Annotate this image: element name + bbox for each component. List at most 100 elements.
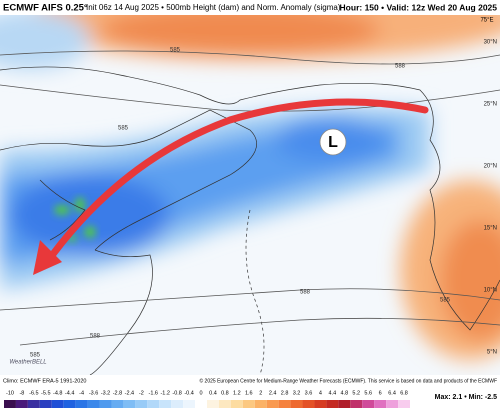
arrow-head	[33, 240, 62, 275]
colorbar-swatch	[75, 400, 88, 408]
colorbar-swatch	[302, 400, 315, 408]
colorbar-swatch	[374, 400, 387, 408]
colorbar-label: 0	[199, 390, 202, 396]
contour-label: 588	[395, 64, 406, 70]
colorbar-swatch	[147, 400, 160, 408]
colorbar-swatch	[242, 400, 255, 408]
colorbar-swatch	[386, 400, 399, 408]
colorbar-swatch	[51, 400, 64, 408]
colorbar-swatch	[362, 400, 375, 408]
colorbar-label: -4.8	[53, 390, 62, 396]
colorbar-swatch	[207, 400, 219, 408]
colorbar-swatch	[99, 400, 112, 408]
colorbar-label: -0.4	[184, 390, 193, 396]
low-marker	[319, 128, 347, 156]
colorbar-swatch	[254, 400, 267, 408]
anomaly-field	[0, 15, 500, 360]
colorbar-label: -6.5	[29, 390, 38, 396]
colorbar-label: 1.6	[245, 390, 253, 396]
colorbar-label: -1.2	[160, 390, 169, 396]
lat-label: 10°N	[484, 288, 497, 294]
copyright: © 2025 European Centre for Medium-Range …	[199, 377, 497, 384]
colorbar-swatch	[278, 400, 291, 408]
colorbar-label: 4.4	[329, 390, 337, 396]
watermark: WeatherBELL	[9, 360, 46, 366]
colorbar-label: 2.4	[269, 390, 277, 396]
colorbar-swatch	[266, 400, 279, 408]
colorbar-swatch	[218, 400, 231, 408]
contour-label: 588	[90, 334, 101, 340]
colorbar-label: -0.8	[172, 390, 181, 396]
colorbar-swatch	[290, 400, 303, 408]
colorbar-label: -2.8	[113, 390, 122, 396]
lat-labels: 30°N 25°N 20°N 15°N 10°N 5°N	[484, 40, 497, 356]
colorbar-label: -1.6	[149, 390, 158, 396]
colorbar: -10 -8 -6.5 -5.5 -4.8 -4.4 -4 -3.6 -3.2 -2.8 -2.4-…	[4, 390, 410, 408]
low-label: L	[328, 134, 338, 151]
lon-label: 75°E	[480, 18, 493, 24]
colorbar-swatch	[183, 400, 196, 408]
contour-label: 585	[30, 353, 41, 359]
colorbar-swatch	[135, 400, 148, 408]
contour-label: 585	[118, 126, 129, 132]
colorbar-label: 0.8	[221, 390, 229, 396]
colorbar-label: -3.2	[101, 390, 110, 396]
colorbar-swatch	[398, 400, 410, 408]
colorbar-label: 3.6	[305, 390, 313, 396]
valid-time: Hour: 150 • Valid: 12z Wed 20 Aug 2025	[340, 2, 498, 12]
colorbar-label: 2.8	[281, 390, 289, 396]
colorbar-label: 0.4	[209, 390, 217, 396]
colorbar-label: -3.6	[89, 390, 98, 396]
colorbar-label: 6.8	[400, 390, 408, 396]
title: ECMWF AIFS 0.25°	[3, 3, 88, 14]
colorbar-label: -8	[19, 390, 24, 396]
contour-label: 585	[440, 298, 451, 304]
climo-note: Climo: ECMWF ERA-5 1991-2020	[3, 378, 86, 384]
colorbar-label: 5.6	[364, 390, 372, 396]
map: 585 588 585 588 585 588 585 L 75°E 30°N 2…	[0, 15, 500, 375]
colorbar-label: 4.8	[340, 390, 348, 396]
colorbar-label: 6	[379, 390, 382, 396]
motion-arrow	[41, 98, 429, 269]
colorbar-swatch	[230, 400, 243, 408]
contour-label: 585	[170, 48, 181, 54]
colorbar-label: -10	[6, 390, 14, 396]
colorbar-swatch	[15, 400, 28, 408]
colorbar-swatch	[195, 400, 207, 408]
max-min: Max: 2.1 • Min: -2.5	[435, 394, 497, 401]
colorbar-swatch	[350, 400, 363, 408]
colorbar-swatch	[171, 400, 184, 408]
colorbar-swatch	[87, 400, 100, 408]
contour-label: 588	[300, 290, 311, 296]
colorbar-label: 4	[319, 390, 322, 396]
colorbar-label: 5.2	[352, 390, 360, 396]
colorbar-swatch	[123, 400, 136, 408]
subtitle: Init 06z 14 Aug 2025 • 500mb Height (dam…	[86, 3, 341, 12]
colorbar-swatch	[338, 400, 351, 408]
colorbar-label: 6.4	[388, 390, 396, 396]
colorbar-label: -4.4	[65, 390, 74, 396]
colorbar-label: 1.2	[233, 390, 241, 396]
colorbar-swatch	[314, 400, 327, 408]
colorbar-swatch	[326, 400, 339, 408]
colorbar-swatch	[63, 400, 76, 408]
lat-label: 20°N	[484, 164, 497, 170]
lat-label: 15°N	[484, 226, 497, 232]
colorbar-label: -2	[139, 390, 144, 396]
height-contours	[0, 50, 500, 346]
colorbar-swatch	[27, 400, 40, 408]
colorbar-swatch	[159, 400, 172, 408]
colorbar-label: 2	[259, 390, 262, 396]
colorbar-swatch	[4, 400, 16, 408]
colorbar-label: -4	[79, 390, 84, 396]
lat-label: 5°N	[487, 350, 497, 356]
contour-labels: 585 588 585 588 585 588 585	[30, 48, 451, 359]
lat-label: 30°N	[484, 40, 497, 46]
colorbar-label: -2.4	[125, 390, 134, 396]
colorbar-swatch	[39, 400, 52, 408]
colorbar-swatch	[111, 400, 124, 408]
colorbar-label: 3.2	[293, 390, 301, 396]
lat-label: 25°N	[484, 102, 497, 108]
colorbar-label: -5.5	[41, 390, 50, 396]
